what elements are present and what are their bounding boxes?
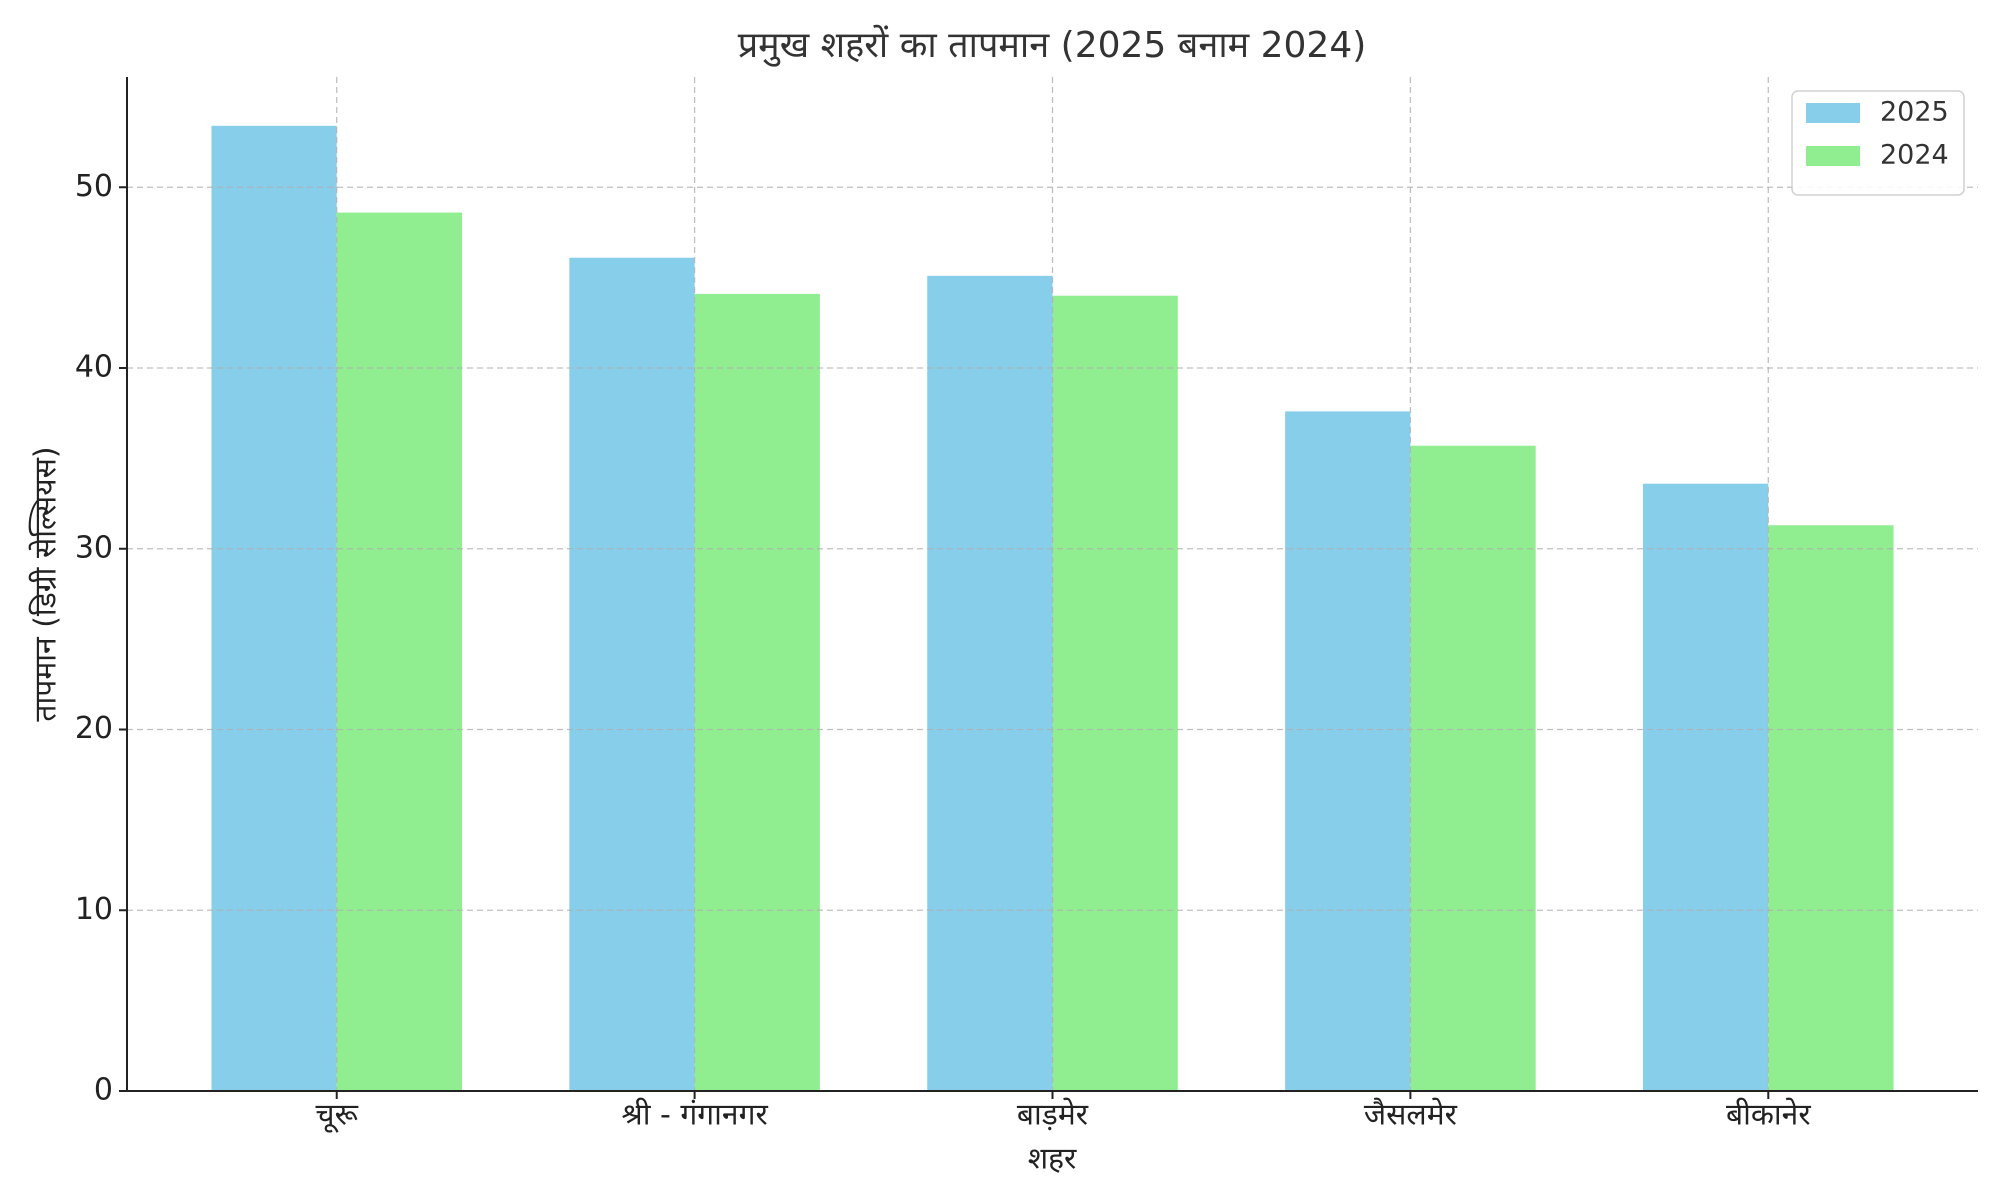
legend-label: 2024: [1880, 140, 1949, 171]
legend: 2025 2024: [1791, 90, 1965, 196]
bar: [336, 212, 462, 1091]
bar: [1410, 445, 1536, 1091]
x-tick-label: जैसलमेर: [1364, 1098, 1458, 1133]
bar: [569, 257, 695, 1091]
legend-swatch: [1806, 146, 1860, 166]
bar: [1052, 295, 1178, 1091]
x-tick-label: बीकानेर: [1726, 1098, 1811, 1133]
bar: [211, 125, 337, 1092]
chart-title: प्रमुख शहरों का तापमान (2025 बनाम 2024): [738, 24, 1367, 67]
legend-swatch: [1806, 103, 1860, 123]
bar: [694, 293, 820, 1091]
y-tick-label: 20: [75, 711, 113, 746]
y-axis-label: तापमान (डिग्री सेल्सियस): [29, 446, 64, 721]
x-tick-label: बाड़मेर: [1017, 1098, 1089, 1133]
x-tick-label: श्री - गंगानगर: [621, 1098, 768, 1133]
y-tick-label: 50: [75, 169, 113, 204]
bar: [1643, 483, 1769, 1092]
bar: [927, 275, 1053, 1092]
x-tick-label: चूरू: [316, 1098, 359, 1134]
y-tick-label: 10: [75, 892, 113, 927]
bar: [1285, 411, 1411, 1092]
legend-label: 2025: [1880, 97, 1949, 128]
x-axis-label: शहर: [1028, 1142, 1077, 1177]
y-tick-label: 40: [75, 350, 113, 385]
y-tick-label: 30: [75, 530, 113, 565]
y-tick-label: 0: [94, 1073, 113, 1108]
bar: [1768, 525, 1894, 1091]
